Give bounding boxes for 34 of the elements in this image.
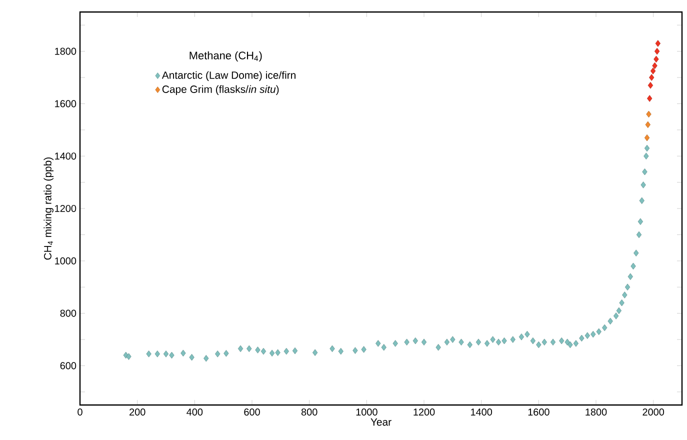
point bbox=[652, 62, 658, 70]
y-axis-title: CH$_{4}$ mixing ratio (ppb) bbox=[44, 157, 54, 260]
x-tick-label: 1000 bbox=[356, 408, 378, 416]
x-tick-label: 800 bbox=[301, 408, 318, 416]
x-tick-label: 1400 bbox=[471, 408, 492, 416]
legend-label: Antarctic (Law Dome) ice/firn bbox=[162, 71, 296, 81]
x-tick-label: 0 bbox=[78, 408, 82, 416]
point bbox=[654, 48, 660, 55]
legend-label: Cape Grim (flasks/in situ) bbox=[162, 85, 279, 96]
x-tick-label: 600 bbox=[244, 408, 260, 416]
point bbox=[646, 110, 652, 118]
point bbox=[644, 134, 650, 142]
x-tick-label: 400 bbox=[186, 408, 203, 416]
point bbox=[648, 82, 654, 89]
legend-title: Methane (CH$_{4}$) bbox=[190, 51, 262, 62]
x-tick-label: 1200 bbox=[414, 408, 435, 416]
x-tick-label: 200 bbox=[130, 408, 146, 416]
point bbox=[645, 121, 650, 128]
y-tick-label: 800 bbox=[60, 310, 76, 317]
x-tick-label: 1600 bbox=[528, 408, 550, 416]
point bbox=[654, 56, 659, 63]
y-tick-label: 600 bbox=[60, 362, 76, 370]
y-tick-label: 1400 bbox=[55, 152, 76, 160]
x-tick-label: 2000 bbox=[642, 408, 664, 416]
y-tick-label: 1800 bbox=[55, 48, 76, 55]
point bbox=[647, 95, 652, 102]
y-tick-label: 1000 bbox=[55, 257, 76, 264]
y-tick-label: 1200 bbox=[55, 204, 76, 212]
x-tick-label: 1800 bbox=[586, 408, 607, 416]
x-axis-title: Year bbox=[370, 418, 392, 426]
y-tick-label: 1600 bbox=[55, 100, 76, 108]
point bbox=[649, 74, 654, 81]
point bbox=[650, 68, 656, 74]
point bbox=[655, 40, 661, 47]
